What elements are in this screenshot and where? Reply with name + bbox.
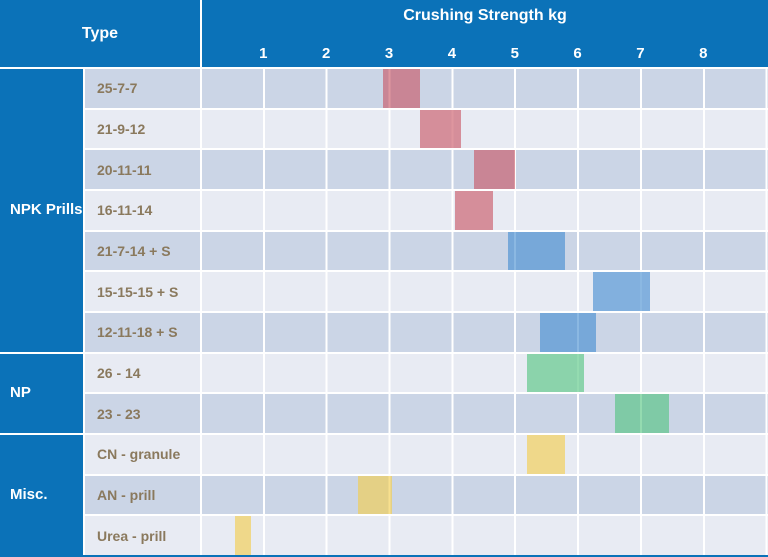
chart-row xyxy=(202,353,768,393)
range-bar xyxy=(527,435,566,474)
chart-row xyxy=(202,109,768,149)
x-tick-2: 2 xyxy=(322,45,331,62)
chart-row xyxy=(202,150,768,189)
group-cell-np: NP xyxy=(0,353,83,433)
row-label: 21-7-14 + S xyxy=(85,231,200,271)
row-label: AN - prill xyxy=(85,475,200,515)
group-cell-misc: Misc. xyxy=(0,435,83,555)
range-bar xyxy=(382,69,421,108)
type-header-label: Type xyxy=(81,24,119,42)
row-label: 25-7-7 xyxy=(85,69,200,108)
range-bar xyxy=(539,313,597,352)
range-bar xyxy=(593,272,650,311)
chart-row xyxy=(202,435,768,474)
row-label: CN - granule xyxy=(85,435,200,474)
type-column-header: Type xyxy=(0,0,200,67)
row-label: 26 - 14 xyxy=(85,353,200,393)
chart-row xyxy=(202,191,768,230)
chart-row xyxy=(202,313,768,352)
header-divider xyxy=(200,0,202,67)
chart-header: Crushing Strength kg 1 2 3 4 5 6 7 8 xyxy=(202,0,768,67)
header-separator xyxy=(0,67,768,69)
row-label: 12-11-18 + S xyxy=(85,313,200,352)
range-bar xyxy=(527,353,584,393)
chart-row xyxy=(202,231,768,271)
x-tick-5: 5 xyxy=(510,45,519,62)
range-bar xyxy=(235,516,251,555)
chart-row xyxy=(202,69,768,108)
group-cell-npk-prills: NPK Prills xyxy=(0,69,83,352)
chart-row xyxy=(202,272,768,311)
row-label: Urea - prill xyxy=(85,516,200,555)
row-label: 21-9-12 xyxy=(85,109,200,149)
range-bar xyxy=(473,150,515,189)
x-tick-3: 3 xyxy=(384,45,394,62)
row-label: 23 - 23 xyxy=(85,394,200,433)
row-label: 20-11-11 xyxy=(85,150,200,189)
range-bar xyxy=(455,191,493,230)
x-tick-1: 1 xyxy=(259,45,268,62)
row-label: 16-11-14 xyxy=(85,191,200,230)
chart-row xyxy=(202,516,768,555)
row-label: 15-15-15 + S xyxy=(85,272,200,311)
range-bar xyxy=(615,394,669,433)
range-bar xyxy=(420,109,462,149)
x-tick-7: 7 xyxy=(636,45,645,62)
range-bar xyxy=(357,475,393,515)
x-tick-8: 8 xyxy=(699,45,708,62)
chart-row xyxy=(202,475,768,515)
range-bar xyxy=(508,231,566,271)
x-tick-4: 4 xyxy=(447,45,457,62)
table-body: NPK Prills NP Misc. 25-7-7 21-9-12 20-11-11 16… xyxy=(0,69,768,555)
chart-row xyxy=(202,394,768,433)
chart-title: Crushing Strength kg xyxy=(403,7,567,24)
table-header: Type Crushing Strength kg 1 2 3 4 5 6 7 8 xyxy=(0,0,768,67)
x-tick-6: 6 xyxy=(573,45,582,62)
